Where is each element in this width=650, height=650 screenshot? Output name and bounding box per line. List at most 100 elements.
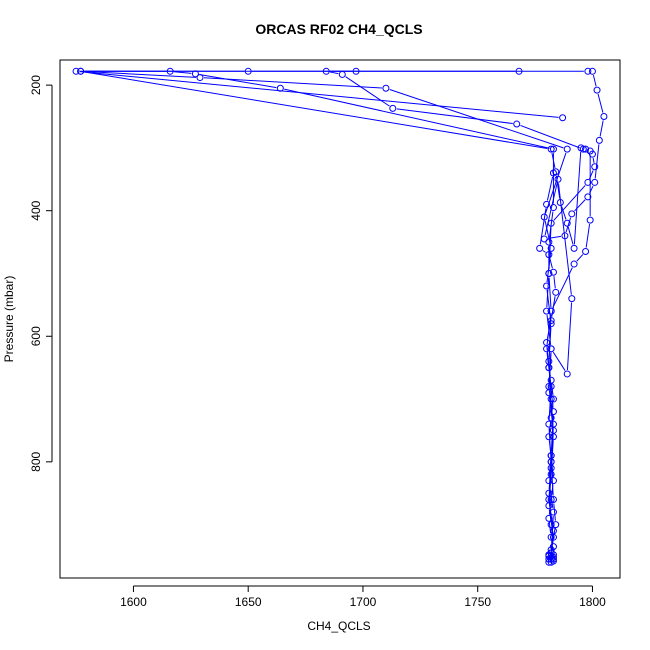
data-point: [549, 268, 557, 276]
data-point: [545, 514, 553, 522]
data-point: [540, 235, 548, 243]
data-point: [549, 551, 557, 559]
data-point: [556, 199, 564, 207]
series-segment: [548, 440, 552, 452]
data-point: [545, 269, 553, 277]
data-point: [338, 70, 346, 78]
data-point: [570, 260, 578, 268]
y-tick-label: 800: [29, 452, 43, 472]
data-point: [543, 200, 551, 208]
series-segment: [544, 183, 558, 236]
series-segment: [546, 346, 549, 364]
series-segment: [330, 71, 339, 75]
series-segment: [548, 522, 552, 534]
series-3: [322, 67, 599, 563]
series-segment: [79, 71, 559, 118]
series-segment: [84, 71, 197, 78]
series-segment: [592, 158, 595, 163]
data-point: [547, 145, 555, 153]
series-segment: [592, 75, 597, 87]
series-segment: [573, 151, 582, 245]
x-axis-label: CH4_QCLS: [307, 619, 370, 633]
series-segment: [576, 254, 584, 262]
data-point: [547, 307, 555, 315]
series-5: [77, 67, 594, 560]
data-point: [196, 74, 204, 82]
data-point: [554, 175, 562, 183]
data-point: [549, 508, 557, 516]
data-point: [591, 178, 599, 186]
data-point: [570, 244, 578, 252]
y-axis: 200 400 600 800: [29, 75, 53, 472]
series-segment: [84, 71, 548, 149]
data-point: [545, 433, 553, 441]
plot-frame: [59, 59, 621, 579]
data-point: [591, 163, 599, 171]
series-segment: [552, 267, 573, 308]
series-segment: [552, 351, 566, 371]
data-point: [582, 145, 590, 153]
series-segment: [549, 258, 553, 269]
data-point: [547, 317, 555, 325]
data-point: [276, 84, 284, 92]
series-segment: [548, 211, 554, 239]
data-point: [586, 216, 594, 224]
data-point: [577, 144, 585, 152]
series-4: [540, 67, 608, 559]
series-segment: [551, 384, 554, 396]
data-point: [547, 496, 555, 504]
series-segment: [284, 88, 550, 149]
series-segment: [599, 120, 604, 137]
series-segment: [548, 277, 552, 308]
data-point: [543, 307, 551, 315]
data-point: [559, 114, 567, 122]
series-segment: [594, 144, 600, 179]
data-point: [563, 145, 571, 153]
data-point: [515, 67, 523, 75]
data-point: [584, 193, 592, 201]
data-point: [563, 219, 571, 227]
data-point: [545, 420, 553, 428]
series-segment: [551, 402, 554, 414]
chart-title: ORCAS RF02 CH4_QCLS: [255, 21, 422, 37]
data-point: [549, 145, 557, 153]
series-1: [72, 67, 567, 566]
series-segment: [553, 185, 586, 221]
data-point: [547, 521, 555, 529]
series-layer: [72, 67, 608, 566]
series-segment: [539, 208, 547, 245]
series-segment: [553, 276, 556, 289]
series-segment: [565, 217, 572, 233]
y-tick-label: 200: [29, 75, 43, 95]
data-point: [595, 136, 603, 144]
series-segment: [567, 226, 574, 245]
data-point: [352, 67, 360, 75]
series-segment: [574, 199, 586, 212]
data-point: [582, 248, 590, 256]
series-segment: [551, 296, 556, 317]
data-point: [568, 210, 576, 218]
data-point: [549, 204, 557, 212]
series-segment: [585, 223, 591, 248]
series-segment: [551, 541, 554, 551]
series-segment: [548, 227, 552, 270]
data-point: [549, 496, 557, 504]
series-segment: [551, 459, 554, 477]
series-segment: [549, 371, 551, 377]
series-segment: [553, 503, 556, 521]
data-point: [568, 295, 576, 303]
data-point: [552, 288, 560, 296]
x-tick-label: 1700: [350, 595, 377, 609]
data-point: [545, 251, 553, 259]
y-tick-label: 400: [29, 200, 43, 220]
data-point: [536, 244, 544, 252]
data-point: [549, 477, 557, 485]
series-segment: [174, 71, 192, 74]
data-point: [547, 414, 555, 422]
series-segment: [597, 93, 604, 113]
data-point: [563, 370, 571, 378]
data-point: [584, 178, 592, 186]
y-tick-label: 600: [29, 326, 43, 346]
data-point: [549, 420, 557, 428]
series-segment: [546, 324, 551, 339]
